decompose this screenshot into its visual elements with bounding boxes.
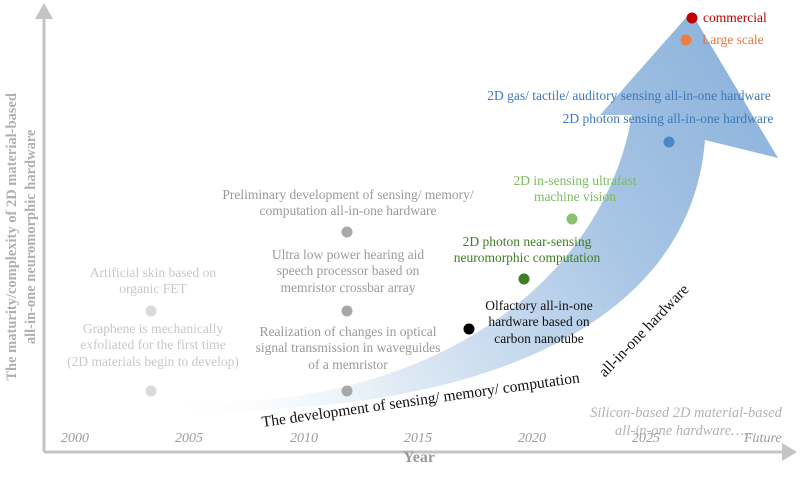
- y-axis-title: The maturity/complexity of 2D material-b…: [4, 93, 39, 381]
- milestone-label-machine-vision: 2D in-sensing ultrafast machine vision: [513, 173, 637, 205]
- x-tick-future: Future: [744, 431, 782, 446]
- growth-arrow: [160, 12, 778, 411]
- x-tick-2000: 2000: [61, 431, 89, 446]
- milestone-label-olfactory: Olfactory all-in-one hardware based on c…: [485, 298, 593, 346]
- milestone-dot-photon-sensing: [663, 136, 675, 148]
- milestone-dot-large-scale: [680, 34, 692, 46]
- milestone-dot-olfactory: [463, 323, 475, 335]
- milestone-label-artificial-skin: Artificial skin based on organic FET: [89, 265, 217, 297]
- milestone-dot-optical-memristor: [341, 385, 353, 397]
- milestone-label-near-sensing: 2D photon near-sensing neuromorphic comp…: [453, 234, 601, 266]
- milestone-label-large-scale: Large scale: [702, 32, 764, 47]
- silicon-note: Silicon-based 2D material-based all-in-o…: [590, 405, 782, 440]
- x-tick-2015: 2015: [404, 431, 432, 446]
- milestone-label-preliminary: Preliminary development of sensing/ memo…: [222, 187, 474, 219]
- milestone-dot-graphene: [145, 385, 157, 397]
- milestone-label-optical-memristor: Realization of changes in optical signal…: [255, 324, 441, 372]
- milestone-label-commercial: commercial: [703, 10, 767, 25]
- x-axis: [44, 443, 797, 461]
- x-tick-2025: 2025: [632, 431, 660, 446]
- x-axis-title: Year: [403, 449, 435, 466]
- milestone-dot-machine-vision: [566, 213, 578, 225]
- x-tick-2005: 2005: [175, 431, 203, 446]
- milestone-dot-hearing-aid: [341, 305, 353, 317]
- milestone-label-hearing-aid: Ultra low power hearing aid speech proce…: [271, 247, 425, 295]
- milestone-label-graphene: Graphene is mechanically exfoliated for …: [67, 321, 239, 369]
- milestone-dot-artificial-skin: [145, 305, 157, 317]
- milestone-label-photon-sensing: 2D photon sensing all-in-one hardware: [562, 111, 774, 126]
- milestone-dot-preliminary: [341, 226, 353, 238]
- milestone-dot-commercial: [686, 12, 698, 24]
- milestone-dot-near-sensing: [518, 273, 530, 285]
- x-tick-2020: 2020: [518, 431, 546, 446]
- y-axis: [35, 3, 53, 452]
- x-tick-2010: 2010: [290, 431, 318, 446]
- milestone-label-gas-tactile: 2D gas/ tactile/ auditory sensing all-in…: [487, 88, 771, 103]
